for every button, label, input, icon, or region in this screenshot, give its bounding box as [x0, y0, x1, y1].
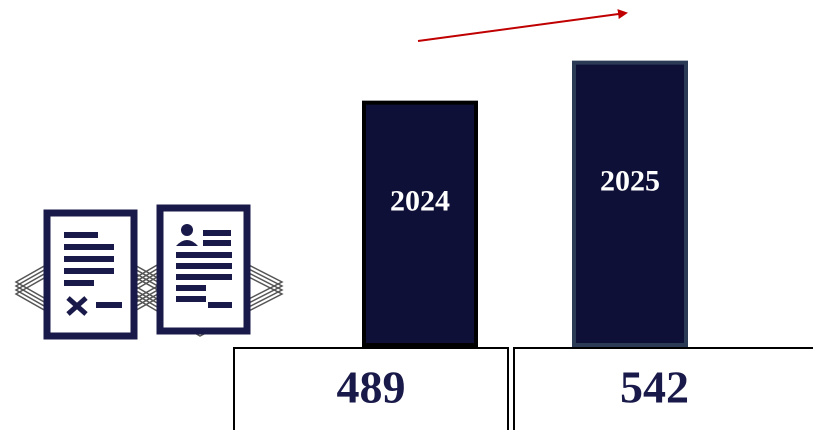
- value-box: [513, 347, 813, 430]
- bar-label: 2025: [600, 165, 660, 198]
- bar-label: 2024: [390, 185, 450, 218]
- value-label: 489: [337, 362, 406, 413]
- document-icons: [14, 204, 284, 340]
- value-box: [233, 347, 509, 430]
- value-label: 542: [620, 362, 689, 413]
- bar: [362, 100, 478, 347]
- trend-arrow: [417, 9, 628, 42]
- bar: [572, 60, 688, 347]
